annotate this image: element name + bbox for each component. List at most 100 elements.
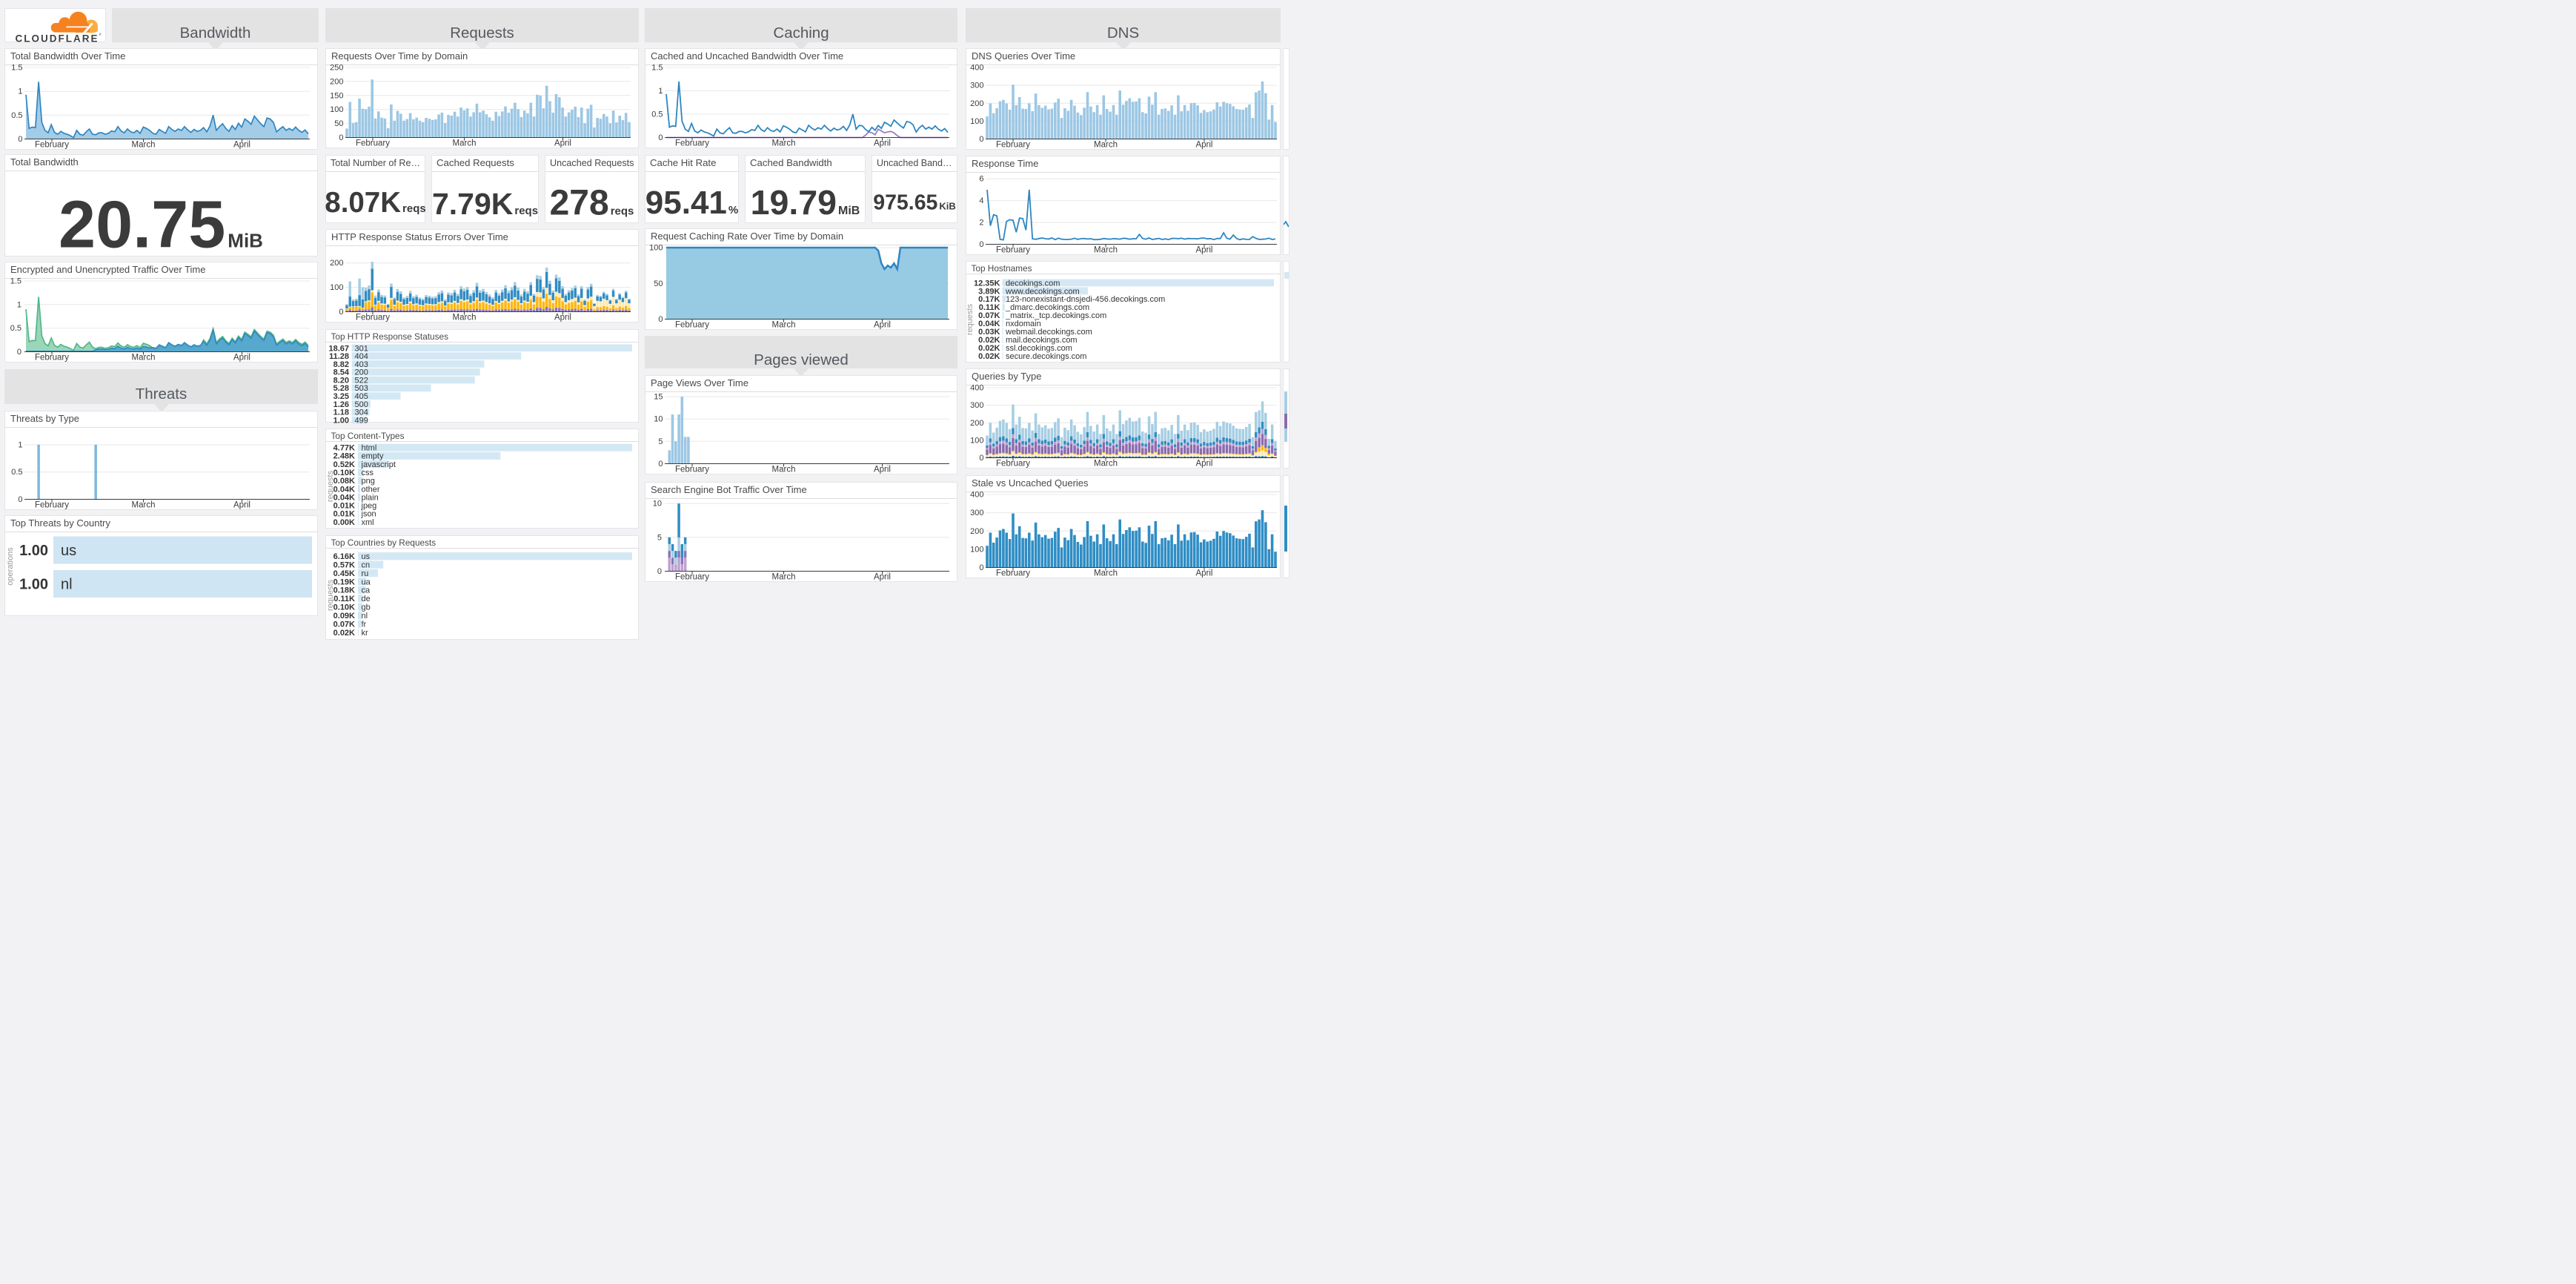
svg-text:February: February: [356, 313, 390, 322]
svg-text:de: de: [362, 595, 371, 603]
svg-text:0.5: 0.5: [651, 110, 663, 119]
svg-text:2: 2: [979, 219, 983, 228]
svg-text:0: 0: [658, 133, 663, 142]
svg-text:February: February: [675, 139, 709, 148]
svg-text:300: 300: [970, 82, 983, 90]
svg-text:February: February: [35, 500, 69, 509]
svg-text:0.10K: 0.10K: [333, 603, 355, 612]
svg-text:0: 0: [658, 315, 663, 324]
svg-text:200: 200: [970, 99, 983, 108]
svg-text:1: 1: [18, 440, 22, 449]
svg-text:2.48K: 2.48K: [333, 452, 355, 461]
svg-text:100: 100: [330, 283, 343, 292]
svg-text:0.01K: 0.01K: [333, 502, 355, 511]
svg-text:gb: gb: [362, 603, 371, 612]
svg-text:18.67: 18.67: [328, 344, 349, 353]
svg-text:0.02K: 0.02K: [978, 344, 1000, 353]
svg-text:February: February: [996, 459, 1030, 468]
svg-text:nxdomain: nxdomain: [1006, 320, 1041, 328]
svg-text:March: March: [772, 139, 796, 148]
svg-text:100: 100: [649, 244, 663, 253]
svg-text:200: 200: [970, 419, 983, 428]
svg-text:requests: requests: [326, 470, 335, 502]
svg-text:jpeg: jpeg: [361, 502, 377, 511]
svg-text:0.02K: 0.02K: [978, 336, 1000, 345]
svg-text:February: February: [35, 353, 69, 362]
svg-text:March: March: [772, 572, 796, 581]
svg-text:1.5: 1.5: [10, 277, 21, 286]
svg-text:1.26: 1.26: [333, 400, 349, 409]
svg-text:0: 0: [657, 567, 662, 576]
svg-text:400: 400: [970, 491, 983, 500]
svg-text:0: 0: [17, 348, 21, 357]
svg-text:ca: ca: [362, 586, 371, 595]
svg-text:200: 200: [330, 77, 343, 86]
svg-text:1: 1: [658, 87, 663, 96]
svg-text:1: 1: [18, 87, 22, 96]
svg-text:April: April: [233, 353, 250, 362]
svg-text:0.5: 0.5: [11, 111, 22, 120]
svg-text:0.5: 0.5: [10, 324, 21, 333]
svg-text:February: February: [996, 569, 1030, 578]
svg-text:April: April: [874, 572, 891, 581]
svg-text:0.11K: 0.11K: [979, 303, 1000, 312]
svg-text:html: html: [362, 444, 377, 453]
svg-text:png: png: [362, 477, 375, 486]
svg-text:0: 0: [979, 240, 983, 249]
svg-text:April: April: [554, 313, 571, 322]
svg-text:_dmarc.decokings.com: _dmarc.decokings.com: [1005, 303, 1089, 312]
svg-text:javascript: javascript: [361, 460, 396, 469]
svg-text:8.82: 8.82: [333, 360, 349, 369]
svg-text:1.5: 1.5: [651, 64, 663, 73]
svg-text:April: April: [1195, 140, 1212, 149]
svg-text:0.04K: 0.04K: [333, 493, 355, 502]
svg-text:4.77K: 4.77K: [333, 444, 355, 453]
svg-text:_matrix._tcp.decokings.com: _matrix._tcp.decokings.com: [1005, 311, 1106, 320]
svg-text:April: April: [1195, 569, 1212, 578]
svg-text:March: March: [453, 313, 477, 322]
svg-text:403: 403: [355, 360, 368, 369]
svg-text:300: 300: [970, 401, 983, 410]
svg-text:500: 500: [355, 400, 368, 409]
svg-text:1: 1: [17, 300, 21, 309]
svg-text:March: March: [1094, 245, 1118, 254]
svg-text:json: json: [361, 510, 376, 519]
svg-text:1.00: 1.00: [333, 416, 349, 425]
svg-text:0.00K: 0.00K: [333, 518, 355, 527]
svg-text:200: 200: [330, 259, 343, 268]
svg-text:February: February: [996, 140, 1030, 149]
svg-text:us: us: [61, 543, 76, 559]
svg-text:kr: kr: [362, 629, 369, 638]
svg-text:April: April: [874, 139, 891, 148]
svg-text:CLOUDFLARE: CLOUDFLARE: [16, 33, 99, 44]
svg-text:cn: cn: [362, 561, 371, 570]
svg-text:March: March: [1094, 569, 1118, 578]
svg-text:ua: ua: [362, 578, 371, 586]
svg-text:50: 50: [334, 119, 343, 128]
svg-text:10: 10: [653, 500, 662, 509]
svg-text:6: 6: [979, 175, 983, 184]
svg-text:operations: operations: [6, 547, 15, 586]
svg-text:123-nonexistant-dnsjedi-456.de: 123-nonexistant-dnsjedi-456.decokings.co…: [1006, 295, 1165, 304]
svg-text:0: 0: [18, 495, 22, 504]
svg-text:February: February: [996, 245, 1030, 254]
svg-text:0.19K: 0.19K: [333, 578, 355, 586]
svg-text:April: April: [874, 320, 891, 329]
svg-text:plain: plain: [362, 493, 379, 502]
svg-text:0.01K: 0.01K: [333, 510, 355, 519]
svg-text:0.52K: 0.52K: [333, 460, 355, 469]
svg-text:0: 0: [979, 135, 983, 144]
svg-text:250: 250: [330, 64, 343, 73]
svg-text:mail.decokings.com: mail.decokings.com: [1006, 336, 1078, 345]
svg-text:March: March: [132, 500, 156, 509]
svg-text:secure.decokings.com: secure.decokings.com: [1006, 352, 1086, 361]
svg-text:0.02K: 0.02K: [978, 352, 1000, 361]
svg-text:522: 522: [355, 377, 368, 385]
svg-text:0.02K: 0.02K: [333, 629, 355, 638]
svg-text:webmail.decokings.com: webmail.decokings.com: [1005, 328, 1092, 337]
svg-text:February: February: [675, 572, 709, 581]
svg-text:405: 405: [355, 392, 368, 401]
svg-text:100: 100: [970, 117, 983, 126]
